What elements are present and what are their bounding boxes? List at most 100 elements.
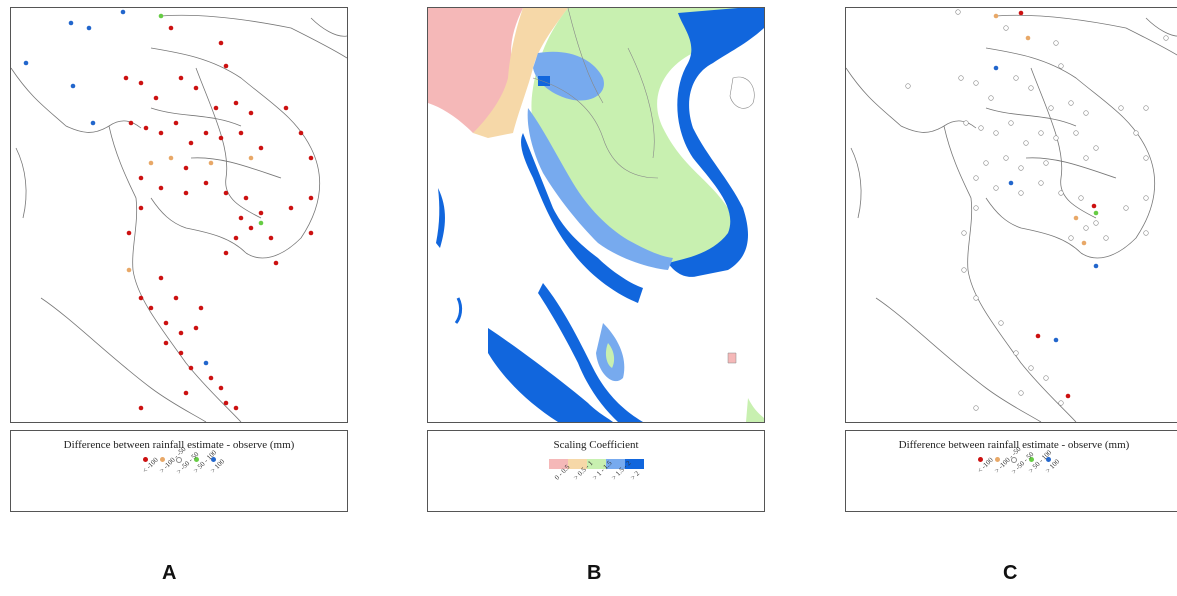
station-marker <box>158 130 164 136</box>
legend-item: > 1.5 - 2 <box>605 459 632 484</box>
station-marker <box>1028 365 1034 371</box>
legend-item: > 100 <box>205 457 226 477</box>
legend-item: < -100 <box>137 456 160 477</box>
legend-swatch <box>624 459 644 469</box>
station-marker <box>203 360 209 366</box>
legend-swatch <box>977 457 983 462</box>
station-marker <box>158 275 164 281</box>
station-marker <box>138 80 144 86</box>
station-marker <box>1093 145 1099 151</box>
station-marker <box>308 230 314 236</box>
legend-title-c: Difference between rainfall estimate - o… <box>898 439 1130 451</box>
legend-swatch <box>193 457 199 462</box>
station-marker <box>223 250 229 256</box>
station-marker <box>218 40 224 46</box>
station-marker <box>138 205 144 211</box>
station-marker <box>68 20 74 26</box>
legend-label: > 100 <box>208 457 226 475</box>
station-marker <box>248 225 254 231</box>
station-marker <box>1043 160 1049 166</box>
legend-item: > 2 <box>624 459 644 484</box>
station-marker <box>153 95 159 101</box>
station-marker <box>1068 100 1074 106</box>
station-marker <box>1143 105 1149 111</box>
station-marker <box>173 120 179 126</box>
legend-swatch <box>605 459 625 469</box>
legend-item: > 50 - 100 <box>188 448 218 477</box>
station-marker <box>1025 35 1031 41</box>
station-marker <box>308 195 314 201</box>
panel-a: Difference between rainfall estimate - o… <box>10 7 348 592</box>
station-marker <box>213 105 219 111</box>
station-marker <box>123 75 129 81</box>
legend-a: Difference between rainfall estimate - o… <box>10 430 348 512</box>
station-marker <box>1023 140 1029 146</box>
legend-items-a: < -100 > -100 - -50 > -50 - 50 > 50 - 100 > … <box>11 445 347 478</box>
station-marker <box>1091 203 1097 209</box>
legend-item: > 0.5 - 1 <box>567 459 594 484</box>
station-marker <box>298 130 304 136</box>
station-marker <box>233 235 239 241</box>
station-marker <box>1048 105 1054 111</box>
station-marker <box>1081 240 1087 246</box>
legend-items-b: 0 - 0.5 > 0.5 - 1 > 1 - 1.5 > 1.5 - 2 > 2 <box>428 459 764 484</box>
station-marker <box>178 75 184 81</box>
station-marker <box>223 63 229 69</box>
station-marker <box>1143 195 1149 201</box>
legend-item: > 1 - 1.5 <box>586 459 613 484</box>
station-marker <box>138 405 144 411</box>
station-marker <box>288 205 294 211</box>
station-marker <box>998 320 1004 326</box>
scaling-coefficient-map <box>427 7 765 423</box>
station-marker <box>961 230 967 236</box>
station-marker <box>1068 235 1074 241</box>
legend-swatch <box>159 457 165 462</box>
legend-swatch <box>567 459 587 469</box>
station-marker <box>1093 263 1099 269</box>
station-marker <box>1053 337 1059 343</box>
legend-item: > -100 - -50 <box>989 445 1022 477</box>
station-marker <box>168 25 174 31</box>
station-marker <box>178 350 184 356</box>
station-marker <box>283 105 289 111</box>
station-marker <box>973 80 979 86</box>
station-marker <box>973 205 979 211</box>
legend-swatch <box>142 457 148 462</box>
station-marker <box>1058 190 1064 196</box>
legend-swatch <box>210 457 216 462</box>
station-marker <box>223 400 229 406</box>
station-marker <box>993 185 999 191</box>
station-marker <box>273 260 279 266</box>
legend-swatch <box>176 457 182 463</box>
station-marker <box>983 160 989 166</box>
station-marker <box>158 13 164 19</box>
station-marker <box>978 125 984 131</box>
legend-title-b: Scaling Coefficient <box>553 439 639 451</box>
station-marker <box>1093 210 1099 216</box>
station-marker <box>148 305 154 311</box>
station-marker <box>248 110 254 116</box>
station-marker <box>23 60 29 66</box>
station-marker <box>1038 130 1044 136</box>
station-marker <box>961 267 967 273</box>
station-marker <box>193 325 199 331</box>
station-marker <box>148 160 154 166</box>
map-c-svg <box>846 9 1177 422</box>
station-difference-map-c <box>845 7 1177 423</box>
station-marker <box>1003 25 1009 31</box>
station-marker <box>238 215 244 221</box>
legend-c: Difference between rainfall estimate - o… <box>845 430 1177 512</box>
station-marker <box>1083 155 1089 161</box>
station-marker <box>1083 225 1089 231</box>
station-marker <box>1118 105 1124 111</box>
legend-swatch <box>548 459 568 469</box>
legend-swatch <box>1045 457 1051 462</box>
station-marker <box>1003 155 1009 161</box>
station-marker <box>1018 390 1024 396</box>
station-marker <box>86 25 92 31</box>
station-marker <box>243 195 249 201</box>
station-marker <box>955 9 961 15</box>
station-marker <box>218 385 224 391</box>
station-marker <box>1028 85 1034 91</box>
station-marker <box>1065 393 1071 399</box>
